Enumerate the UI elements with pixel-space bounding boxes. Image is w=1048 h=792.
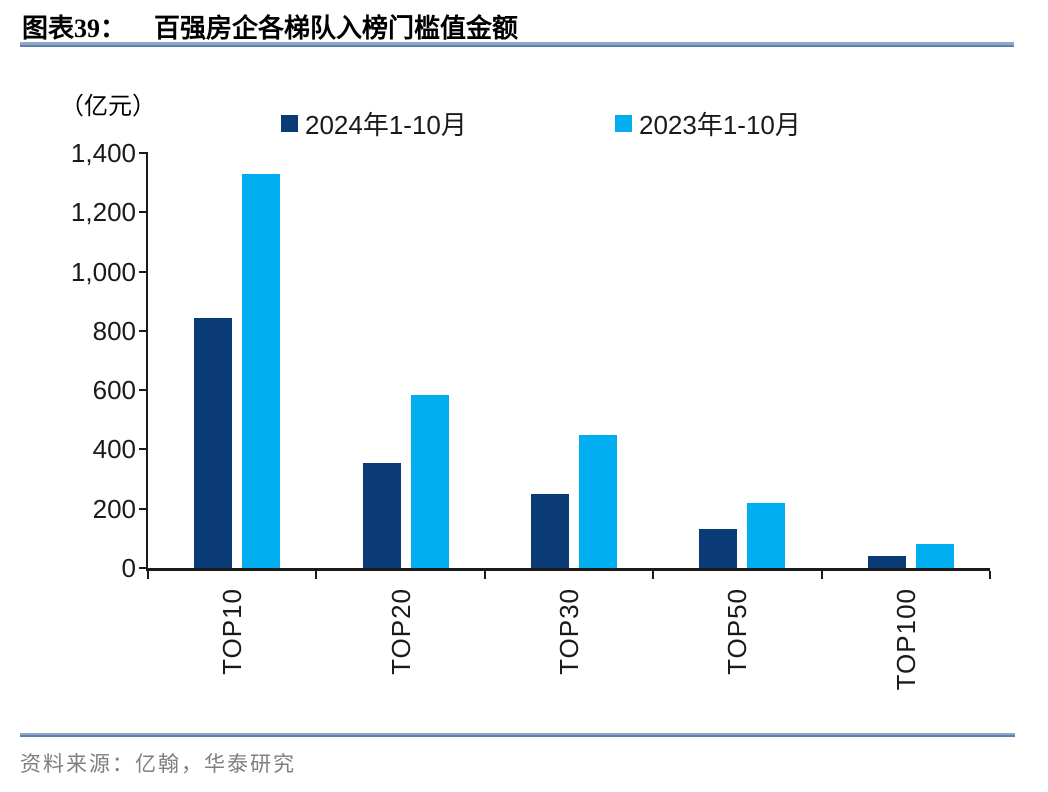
x-axis-label-top50: TOP50 — [722, 588, 753, 675]
y-axis-tick-mark — [139, 211, 148, 214]
y-axis-tick-label: 1,400 — [70, 138, 136, 168]
x-axis-label-top30: TOP30 — [554, 588, 584, 675]
x-axis-line — [146, 568, 990, 571]
y-axis-tick-label: 1,200 — [70, 197, 136, 228]
figure-title: 图表39： 百强房企各梯队入榜门槛值金额 — [22, 8, 518, 45]
x-axis-label-top10: TOP10 — [217, 588, 248, 675]
legend-label: 2024年1-10月 — [305, 109, 467, 140]
bar-top20-series0 — [362, 462, 401, 568]
y-axis-tick-mark — [139, 389, 148, 392]
bar-top30-series0 — [531, 493, 569, 568]
bar-top10-series0 — [194, 317, 233, 568]
bar-top50-series1 — [747, 502, 786, 568]
y-axis-tick-label: 600 — [92, 375, 136, 406]
y-axis-unit-label: （亿元） — [60, 93, 156, 120]
figure-title-text: 百强房企各梯队入榜门槛值金额 — [154, 14, 519, 43]
legend-swatch-icon — [615, 114, 632, 132]
title-divider — [20, 42, 1014, 47]
bar-top10-series1 — [242, 173, 281, 568]
y-axis-tick-mark — [139, 507, 148, 510]
bar-top20-series1 — [410, 394, 449, 568]
y-axis-tick-mark — [139, 329, 148, 332]
bar-top100-series1 — [915, 544, 954, 568]
x-axis-label-top100: TOP100 — [890, 588, 921, 691]
x-axis-tick-mark — [483, 571, 486, 579]
x-axis-label-top20: TOP20 — [385, 588, 416, 675]
legend-label: 2023年1-10月 — [639, 109, 801, 140]
x-axis-tick-mark — [652, 571, 655, 579]
figure-number-label: 图表39： — [22, 14, 127, 43]
bar-top30-series1 — [579, 434, 617, 568]
y-axis-tick-mark — [139, 567, 148, 569]
y-axis-tick-label: 800 — [92, 315, 136, 346]
bar-top50-series0 — [699, 529, 738, 568]
y-axis-tick-mark — [139, 270, 148, 273]
source-note: 资料来源：亿翰，华泰研究 — [20, 752, 296, 776]
y-axis-tick-label: 1,000 — [70, 256, 136, 287]
x-axis-tick-mark — [820, 571, 823, 579]
bar-top100-series0 — [867, 556, 906, 568]
x-axis-tick-mark — [315, 571, 318, 579]
x-axis-tick-mark — [147, 571, 149, 579]
y-axis-tick-mark — [139, 448, 148, 451]
y-axis-tick-label: 400 — [92, 434, 136, 465]
y-axis-line — [146, 153, 148, 571]
footer-divider — [20, 733, 1015, 737]
legend-item-series0: 2024年1-10月 — [281, 108, 467, 140]
y-axis-tick-label: 0 — [121, 553, 136, 583]
y-axis-tick-label: 200 — [92, 493, 136, 524]
legend-item-series1: 2023年1-10月 — [615, 108, 801, 140]
legend-swatch-icon — [281, 114, 298, 132]
x-axis-tick-mark — [989, 571, 991, 579]
y-axis-tick-mark — [139, 152, 148, 154]
